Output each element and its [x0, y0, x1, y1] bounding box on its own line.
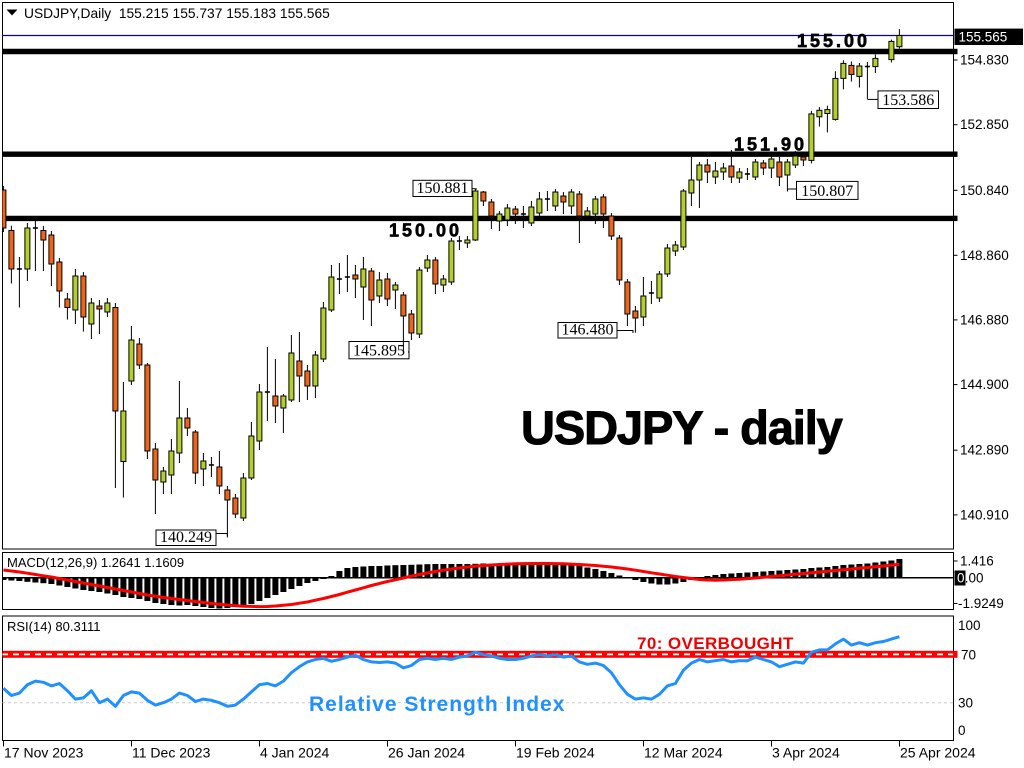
svg-text:Relative Strength Index: Relative Strength Index — [309, 693, 565, 716]
svg-text:4 Jan 2024: 4 Jan 2024 — [260, 745, 329, 761]
svg-text:30: 30 — [958, 696, 973, 711]
svg-text:17 Nov 2023: 17 Nov 2023 — [4, 745, 84, 761]
svg-text:MACD(12,26,9) 1.2641 1.1609: MACD(12,26,9) 1.2641 1.1609 — [7, 555, 184, 570]
svg-text:70: 70 — [961, 648, 976, 663]
svg-text:0: 0 — [958, 723, 966, 738]
svg-text:3 Apr 2024: 3 Apr 2024 — [772, 745, 840, 761]
svg-text:0: 0 — [957, 571, 965, 586]
svg-text:151.90: 151.90 — [734, 135, 807, 155]
svg-text:-1.9249: -1.9249 — [958, 596, 1004, 611]
svg-text:70: OVERBOUGHT: 70: OVERBOUGHT — [637, 634, 794, 653]
svg-text:155.565: 155.565 — [959, 30, 1008, 45]
svg-text:RSI(14) 80.3111: RSI(14) 80.3111 — [7, 619, 100, 634]
svg-text:150.00: 150.00 — [389, 221, 462, 241]
svg-text:154.830: 154.830 — [960, 53, 1009, 68]
svg-text:144.900: 144.900 — [960, 377, 1009, 392]
svg-text:140.249: 140.249 — [160, 529, 212, 546]
svg-text:153.586: 153.586 — [882, 92, 934, 109]
svg-text:100: 100 — [958, 618, 981, 633]
svg-text:145.895: 145.895 — [353, 342, 405, 359]
svg-text:12 Mar 2024: 12 Mar 2024 — [644, 745, 723, 761]
svg-text:1.416: 1.416 — [960, 554, 994, 569]
svg-text:11 Dec 2023: 11 Dec 2023 — [132, 745, 211, 761]
svg-text:19 Feb 2024: 19 Feb 2024 — [516, 745, 595, 761]
svg-text:26 Jan 2024: 26 Jan 2024 — [388, 745, 465, 761]
svg-text:146.880: 146.880 — [960, 312, 1009, 327]
svg-text:142.890: 142.890 — [960, 443, 1009, 458]
svg-text:25 Apr 2024: 25 Apr 2024 — [900, 745, 976, 761]
svg-text:152.850: 152.850 — [960, 117, 1009, 132]
svg-text:150.840: 150.840 — [960, 183, 1009, 198]
svg-text:.00: .00 — [965, 571, 984, 586]
svg-text:USDJPY - daily: USDJPY - daily — [521, 401, 843, 454]
svg-text:150.807: 150.807 — [801, 183, 853, 200]
svg-text:140.910: 140.910 — [960, 507, 1009, 522]
svg-text:150.881: 150.881 — [417, 180, 469, 197]
svg-text:146.480: 146.480 — [562, 322, 614, 339]
svg-text:148.860: 148.860 — [960, 248, 1009, 263]
svg-text:155.00: 155.00 — [797, 31, 870, 51]
svg-text:USDJPY,Daily 155.215 155.737: USDJPY,Daily 155.215 155.737 155.183 155… — [24, 6, 330, 21]
